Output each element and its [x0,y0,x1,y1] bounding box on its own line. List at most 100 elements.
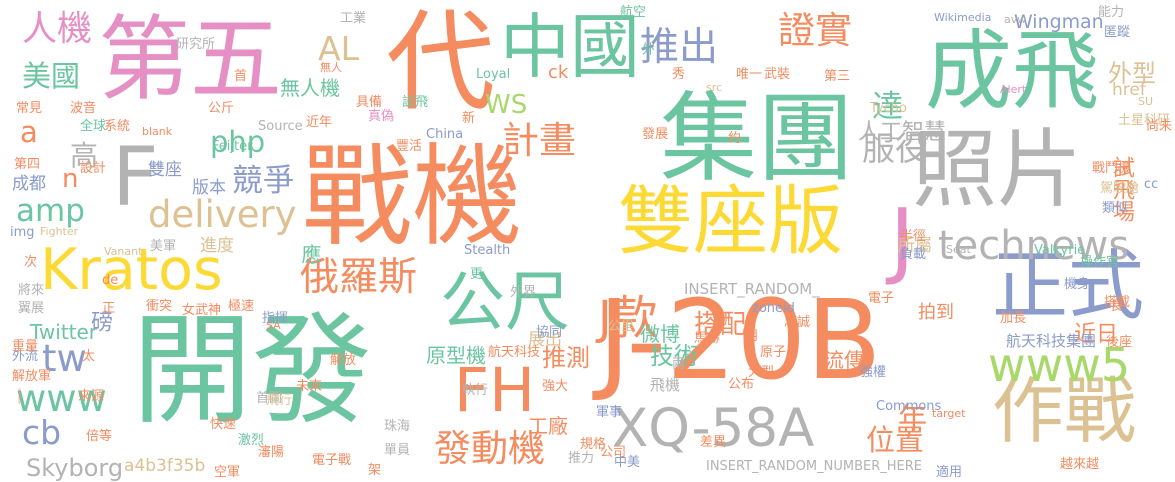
word-cloud-word: 進度 [200,236,234,256]
word-cloud-word: 公布 [728,377,755,392]
word-cloud-word: 流傳 [824,348,864,372]
word-cloud-word: 首圖 [256,391,283,406]
word-cloud-word: 公司 [600,445,627,460]
word-cloud-word: Alert [1000,83,1027,96]
word-cloud-word: de [102,273,119,288]
word-cloud-word: 近日 [1074,322,1119,347]
word-cloud-word: Valkyrie [1034,243,1086,258]
word-cloud-word: 次 [24,255,38,270]
word-cloud-word: 類似 [1102,201,1129,216]
word-cloud-word: 雙座 [148,160,182,180]
word-cloud-word: 開發 [132,302,372,441]
word-cloud-word: 技術 [650,342,698,370]
word-cloud-word: 雙座版 [618,177,844,265]
word-cloud-word: 計畫 [502,119,576,162]
word-cloud-word: 珠海 [384,419,411,434]
word-cloud-word: 作戰 [992,369,1137,453]
word-cloud-word: 強權 [860,365,887,380]
word-cloud-word: 首 [234,69,248,84]
word-cloud-word: 航天科技 [488,345,541,360]
word-cloud-word: 研究所 [176,37,216,52]
word-cloud-word: 工廠 [528,414,568,438]
word-cloud-word: delivery [148,193,297,236]
word-cloud-word: INSERT_RANDOM_ [684,280,820,298]
word-cloud-word: Skyborg [26,454,124,482]
word-cloud-word: 人工智慧 [858,120,947,145]
word-cloud-word: 協同 [536,325,563,340]
word-cloud-word: Feijter [212,139,253,154]
word-cloud-word: tw [42,337,87,380]
word-cloud-word: www [16,377,107,420]
word-cloud-word: a4b3f35b [124,456,206,476]
word-cloud-word: 更 [470,267,484,282]
word-cloud-word: 越來越 [1060,457,1100,472]
word-cloud-word: Source [258,119,303,134]
word-cloud-word: 太 [82,349,96,364]
word-cloud-word: 快速 [210,417,237,432]
word-cloud-word: 無人 [320,61,342,74]
word-cloud-word: 系統 [104,119,131,134]
word-cloud-word: 忠誠 [784,315,811,330]
word-cloud-word: SU [1138,95,1154,108]
word-cloud-word: F [112,131,159,225]
word-cloud-word: 磅 [87,310,112,332]
word-cloud-word: 機身 [1064,277,1091,292]
word-cloud-word: 武裝 [764,67,791,82]
word-cloud-word: 操作官 [1080,255,1120,270]
word-cloud-word: 大型 [748,365,775,380]
word-cloud-word: 未來 [296,379,323,394]
word-cloud-word: 原子 [760,345,787,360]
word-cloud-word: China [426,127,464,142]
word-cloud-word: 代 [386,0,495,126]
word-cloud-word: AL [318,29,359,68]
word-cloud-word: cc [1144,177,1159,192]
word-cloud-word: 後座 [1106,335,1133,350]
word-cloud-word: 兩 [672,357,686,372]
word-cloud-word: J-20B [598,276,882,404]
word-cloud-word: Twitter [30,320,98,344]
word-cloud-word: zoneid [752,301,795,316]
word-cloud-word: 成飛 [925,20,1099,122]
word-cloud-word: href [1112,80,1146,100]
word-cloud-word: FH [454,355,535,426]
word-cloud-word: 高 [70,139,99,172]
word-cloud-word: 第三 [824,69,851,84]
word-cloud-word: Seat [946,243,971,256]
word-cloud-word: 微博 [640,322,680,346]
word-cloud-word: target [932,407,966,420]
word-cloud-word: 設計 [80,161,107,176]
word-cloud-word: 推力 [568,451,595,466]
word-cloud-word: 電子戰 [312,453,352,468]
word-cloud-word: Wingman [1014,10,1104,33]
word-cloud-word: 近年 [306,115,333,130]
word-cloud-word: J [890,191,915,288]
word-cloud-word: 土星科研 [1118,113,1171,128]
word-cloud-word: 馬赫 [694,331,721,346]
word-cloud-word: 工業 [340,11,367,26]
word-cloud-word: 照片 [912,121,1083,220]
word-cloud-word: 激烈 [238,433,265,448]
word-cloud-word: 飛行 [266,393,293,408]
word-cloud-word: Fighter [40,225,79,238]
word-cloud-word: 真偽 [368,109,395,124]
word-cloud-word: 匿蹤 [1104,25,1131,40]
word-cloud-word: 女武神 [182,303,222,318]
word-cloud-word: n [62,164,79,194]
word-cloud-word: 達 [872,89,903,125]
word-cloud-word: 約 [728,131,742,146]
word-cloud-word: 集團 [660,82,854,195]
word-cloud-word: avw [1004,13,1027,26]
word-cloud-word: SA [266,319,281,332]
word-cloud-word: 空軍 [214,465,241,480]
word-cloud-word: Loyal [476,67,511,82]
word-cloud-word: 月 [746,329,760,344]
word-cloud-word: 適用 [936,465,963,480]
word-cloud-word: 發動機 [434,427,545,470]
word-cloud-word: amp [16,193,85,229]
word-cloud-word: 常見 [16,101,43,116]
word-cloud-word: 瀋陽 [258,445,285,460]
word-cloud-word: 飛機 [650,376,681,394]
word-cloud-word: 電子 [868,291,895,306]
word-cloud-word: 第四 [14,157,41,172]
word-cloud-word: 具備 [356,95,383,110]
